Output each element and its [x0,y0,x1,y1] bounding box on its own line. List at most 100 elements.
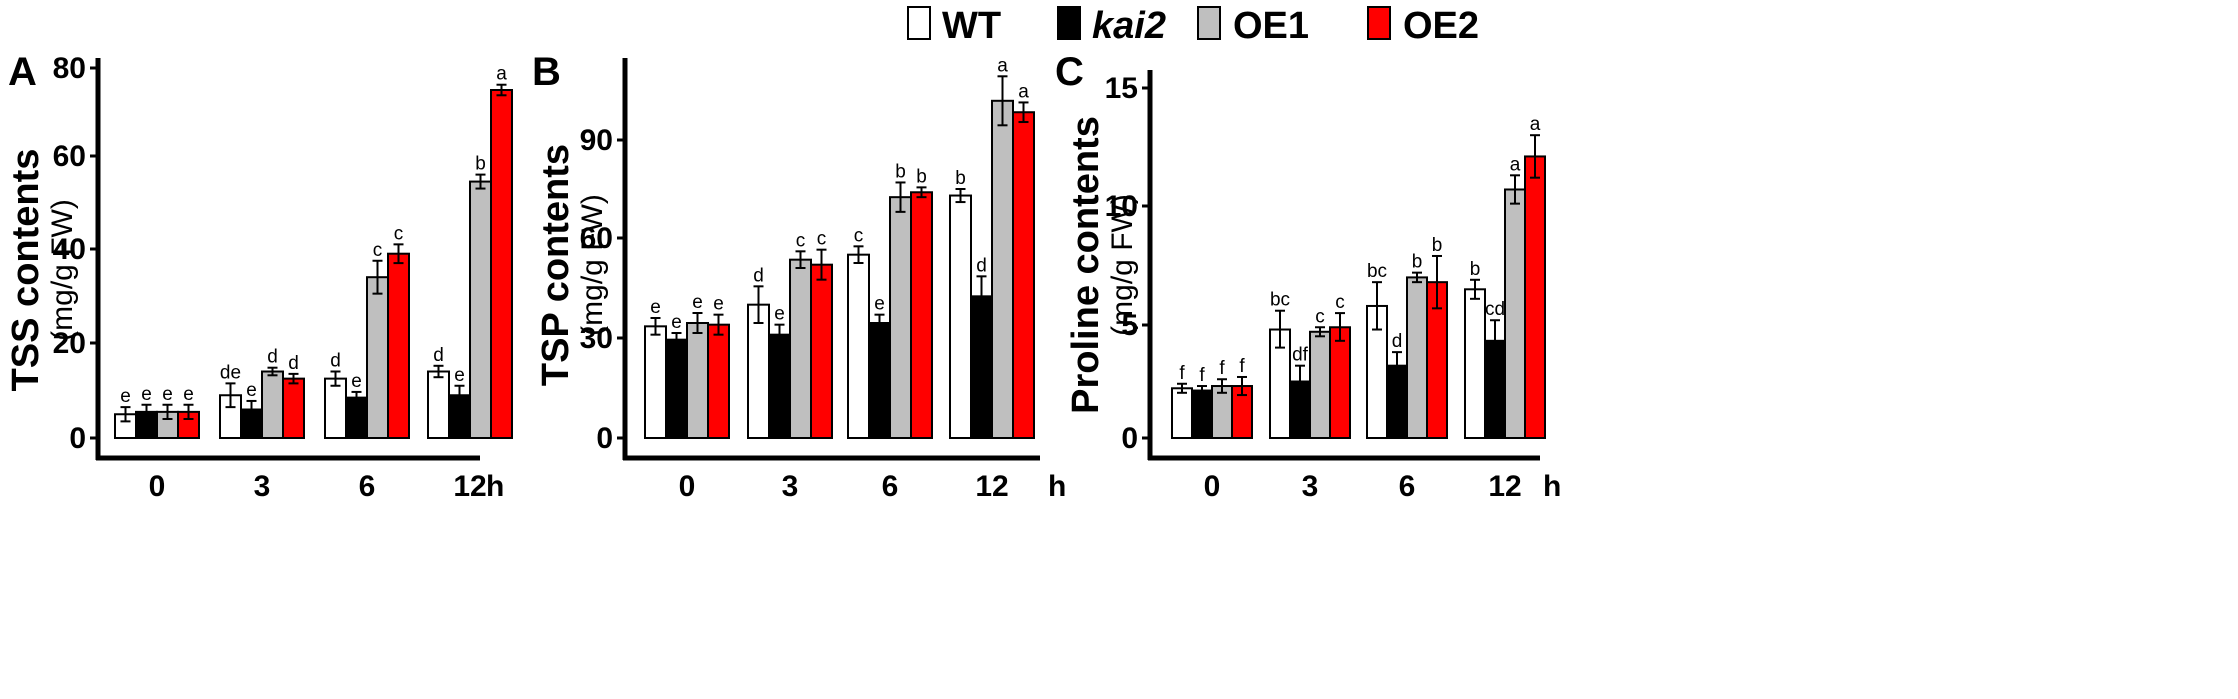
bar-c [1464,288,1486,439]
sig-letter-a: b [475,154,486,175]
x-axis-unit-c: h [1543,470,1561,503]
sig-letter-b: c [854,225,864,246]
sig-letter-c: bc [1270,290,1290,311]
sig-letter-a: e [246,380,257,401]
sig-letter-b: b [916,166,927,187]
bar-a [261,370,284,439]
bar-b [644,325,667,440]
x-tick-label-b: 0 [679,470,696,503]
x-tick-label-c: 12 [1488,470,1521,503]
bar-a [469,180,492,439]
y-tick-label-a: 0 [69,422,86,455]
sig-letter-c: f [1199,365,1205,386]
sig-letter-b: e [774,304,785,325]
legend-swatch-oe2 [1367,6,1391,40]
x-tick-label-a: 12 [453,470,486,503]
y-tick-label-a: 60 [53,140,86,173]
x-tick-label-b: 3 [782,470,799,503]
sig-letter-c: a [1510,154,1521,175]
y-tick-label-c: 10 [1105,190,1138,223]
y-tick-label-b: 30 [580,322,613,355]
y-tick-label-a: 40 [53,233,86,266]
sig-letter-b: e [874,294,885,315]
bar-b [949,194,972,439]
legend-label-wt: WT [942,5,1001,47]
sig-letter-c: b [1412,252,1423,273]
x-tick-label-b: 6 [882,470,899,503]
sig-letter-a: d [288,353,299,374]
panel-letter-b: B [532,50,561,94]
sig-letter-b: c [817,229,827,250]
sig-letter-b: e [650,297,661,318]
y-axis-title-b: TSP contents [535,144,577,386]
y-tick-label-c: 0 [1121,422,1138,455]
bar-b [847,253,870,439]
bar-c [1309,330,1331,439]
y-tick-label-b: 90 [580,124,613,157]
sig-letter-c: c [1335,292,1345,313]
sig-letter-b: d [976,255,987,276]
legend: WT kai2 OE1 OE2 [907,5,1479,47]
bar-c [1171,387,1193,439]
y-axis-title-c: Proline contents [1065,116,1107,414]
sig-letter-c: d [1392,331,1403,352]
bar-c [1191,389,1213,440]
sig-letter-c: f [1219,358,1225,379]
bar-b [686,322,709,439]
bar-a [427,370,450,439]
x-tick-label-a: 3 [254,470,271,503]
bar-b [970,295,993,440]
sig-letter-a: d [433,345,444,366]
sig-letter-c: c [1315,306,1325,327]
bar-b [810,263,833,439]
sig-letter-a: a [496,64,507,85]
legend-label-oe1: OE1 [1233,5,1309,47]
sig-letter-c: df [1292,345,1309,366]
sig-letter-c: f [1179,363,1185,384]
sig-letter-a: c [394,223,404,244]
bar-b [707,323,730,439]
bar-a [282,377,305,439]
sig-letter-a: e [141,384,152,405]
bar-b [991,99,1014,440]
sig-letter-c: a [1530,114,1541,135]
bar-b [789,258,812,439]
bar-c [1504,188,1526,439]
y-tick-label-b: 0 [596,422,613,455]
sig-letter-a: d [330,351,341,372]
x-tick-label-a: 6 [359,470,376,503]
panel-letter-c: C [1055,50,1084,94]
bar-b [768,333,791,439]
bar-b [910,191,933,439]
legend-swatch-wt [907,6,931,40]
x-tick-label-a: 0 [149,470,166,503]
x-tick-label-b: 12 [975,470,1008,503]
legend-swatch-oe1 [1197,6,1221,40]
sig-letter-b: e [713,294,724,315]
sig-letter-c: bc [1367,261,1387,282]
x-axis-unit-a: h [486,470,504,503]
y-tick-label-c: 5 [1121,309,1138,342]
bar-c [1524,155,1546,439]
sig-letter-a: c [373,240,383,261]
y-tick-label-a: 80 [53,52,86,85]
bar-c [1211,385,1233,439]
sig-letter-b: b [895,161,906,182]
sig-letter-b: b [955,168,966,189]
sig-letter-b: c [796,230,806,251]
sig-letter-b: a [997,55,1008,76]
sig-letter-c: f [1239,356,1245,377]
legend-label-oe2: OE2 [1403,5,1479,47]
sig-letter-a: e [120,386,131,407]
x-tick-label-c: 3 [1302,470,1319,503]
panel-letter-a: A [8,50,37,94]
x-axis-unit-b: h [1048,470,1066,503]
sig-letter-c: cd [1485,299,1505,320]
y-axis-unit-a: (mg/g FW) [46,199,79,341]
sig-letter-b: a [1018,81,1029,102]
